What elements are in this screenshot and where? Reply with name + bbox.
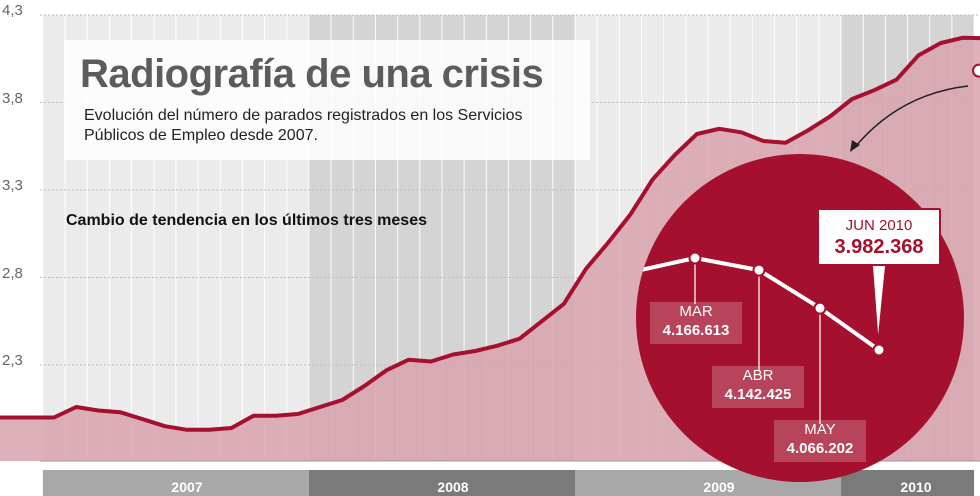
- zoom-data-point: [688, 251, 702, 265]
- title-panel: Radiografía de una crisis Evolución del …: [64, 40, 590, 160]
- zoom-data-point: [752, 263, 766, 277]
- year-label-2009: 2009: [703, 479, 735, 495]
- zoom-arrow: [855, 85, 969, 147]
- callout-value: 4.166.613: [662, 322, 730, 339]
- callout-month: ABR: [742, 367, 774, 384]
- y-tick-label: 2,3: [2, 352, 23, 369]
- callout-mar: MAR 4.166.613: [650, 302, 742, 344]
- data-point-jun-2010: [972, 63, 980, 78]
- zoom-data-point: [813, 301, 827, 315]
- callout-month: MAR: [679, 303, 713, 320]
- chart-subtitle: Evolución del número de parados registra…: [84, 107, 523, 144]
- callout-month: MAY: [804, 421, 836, 438]
- year-label-2007: 2007: [171, 479, 203, 495]
- callout-value: 4.142.425: [724, 386, 792, 403]
- y-tick-label: 3,3: [2, 177, 23, 194]
- callout-may: MAY 4.066.202: [774, 420, 866, 462]
- chart-title: Radiografía de una crisis: [80, 52, 544, 96]
- callout-jun: JUN 2010 3.982.368: [817, 208, 941, 266]
- callout-value: 4.066.202: [786, 440, 854, 457]
- callout-value: 3.982.368: [834, 236, 924, 258]
- y-tick-label: 4,3: [2, 2, 23, 19]
- y-tick-label: 3,8: [2, 90, 23, 107]
- zoom-arrow-head: [850, 140, 860, 152]
- year-bar: [841, 470, 975, 496]
- series-line: [0, 35, 980, 432]
- year-bar: [42, 470, 309, 496]
- y-tick-label: 2,8: [2, 265, 23, 282]
- callout-month: JUN 2010: [845, 217, 913, 234]
- section-label: Cambio de tendencia en los últimos tres …: [66, 212, 427, 229]
- year-label-2008: 2008: [437, 479, 469, 495]
- year-label-2010: 2010: [900, 479, 932, 495]
- zoom-data-point: [872, 343, 886, 357]
- callout-abr: ABR 4.142.425: [712, 366, 804, 408]
- area-fill-start: [0, 417, 54, 461]
- year-bar: [308, 470, 575, 496]
